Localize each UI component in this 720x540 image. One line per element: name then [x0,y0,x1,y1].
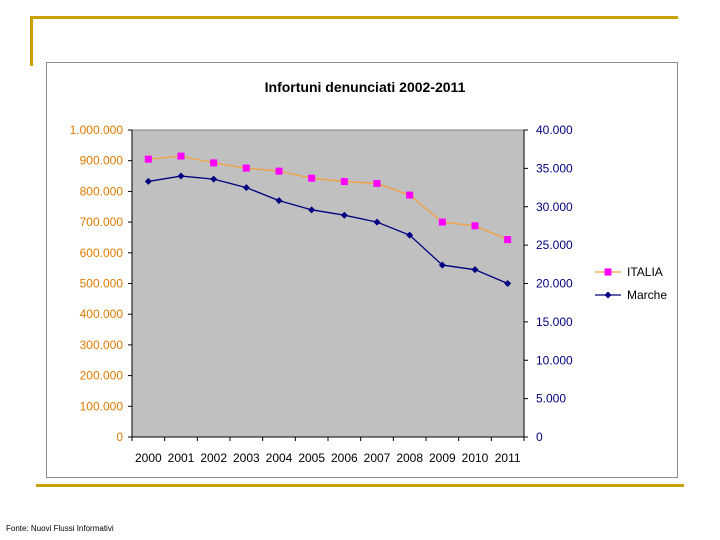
legend-marker-marche [604,291,612,299]
left-axis-tick-label: 1.000.000 [70,123,124,137]
data-point-italia [210,159,218,167]
data-point-italia [504,236,512,244]
data-point-marche [340,211,348,219]
x-axis-tick-label: 2005 [298,451,325,465]
data-point-marche [373,218,381,226]
left-axis-tick-label: 300.000 [80,338,124,352]
legend-label-italia: ITALIA [627,265,663,279]
left-axis-tick-label: 600.000 [80,246,124,260]
data-point-italia [275,167,283,175]
data-point-marche [308,206,316,214]
series-line-marche [148,175,508,285]
right-axis-tick-label: 35.000 [536,161,573,175]
data-point-marche [242,184,250,192]
data-point-marche [275,197,283,205]
line-chart: Infortuni denunciati 2002-2011 0 100.000 2… [70,79,668,465]
left-axis-tick-label: 500.000 [80,277,124,291]
data-point-marche [177,172,185,180]
x-axis-tick-label: 2008 [396,451,423,465]
data-point-marche [504,280,512,287]
right-axis-tick-label: 10.000 [536,353,573,367]
right-axis-tick-label: 20.000 [536,277,573,291]
x-axis-tick-label: 2011 [495,451,521,465]
data-point-italia [438,218,446,226]
data-point-marche [210,175,218,183]
x-axis-tick-label: 2003 [233,451,260,465]
data-point-marche [406,231,414,239]
data-point-italia [177,152,185,160]
left-axis-tick-label: 400.000 [80,307,124,321]
data-point-italia [406,191,414,199]
x-axis-tick-label: 2002 [200,451,227,465]
left-axis-tick-label: 0 [116,430,123,444]
data-point-italia [471,222,479,230]
decorative-rule-top [30,16,678,19]
x-axis-tick-label: 2010 [462,451,489,465]
data-point-marche [438,261,446,269]
right-axis-tick-label: 30.000 [536,200,573,214]
source-note: Fonte: Nuovi Flussi Informativi [6,524,114,533]
x-axis-tick-label: 2007 [364,451,391,465]
data-point-marche [471,266,479,274]
chart-container: Infortuni denunciati 2002-2011 0 100.000 2… [46,62,678,478]
x-axis-tick-label: 2006 [331,451,358,465]
x-axis-tick-label: 2000 [135,451,162,465]
chart-title: Infortuni denunciati 2002-2011 [265,79,466,95]
plot-area [131,129,525,438]
right-axis-tick-label: 0 [536,430,543,444]
left-axis-tick-label: 900.000 [80,154,124,168]
legend-marker-italia [604,268,612,276]
decorative-rule-left [30,16,33,66]
data-point-italia [144,155,152,163]
x-axis-tick-label: 2009 [429,451,456,465]
decorative-rule-bottom [36,484,684,487]
right-axis-tick-label: 5.000 [536,392,566,406]
data-point-marche [144,177,152,185]
left-axis-tick-label: 100.000 [80,399,124,413]
right-axis-tick-label: 15.000 [536,315,573,329]
left-axis-tick-label: 200.000 [80,369,124,383]
left-axis-tick-label: 800.000 [80,184,124,198]
right-axis-tick-label: 40.000 [536,123,573,137]
x-axis-tick-label: 2004 [266,451,293,465]
data-point-italia [340,178,348,186]
data-point-italia [308,174,316,182]
left-axis-tick-label: 700.000 [80,215,124,229]
data-point-italia [242,164,250,172]
right-axis-tick-label: 25.000 [536,238,573,252]
data-point-italia [373,179,381,187]
series-line-italia [148,155,508,241]
x-axis-tick-label: 2001 [168,451,195,465]
legend-label-marche: Marche [627,288,667,302]
